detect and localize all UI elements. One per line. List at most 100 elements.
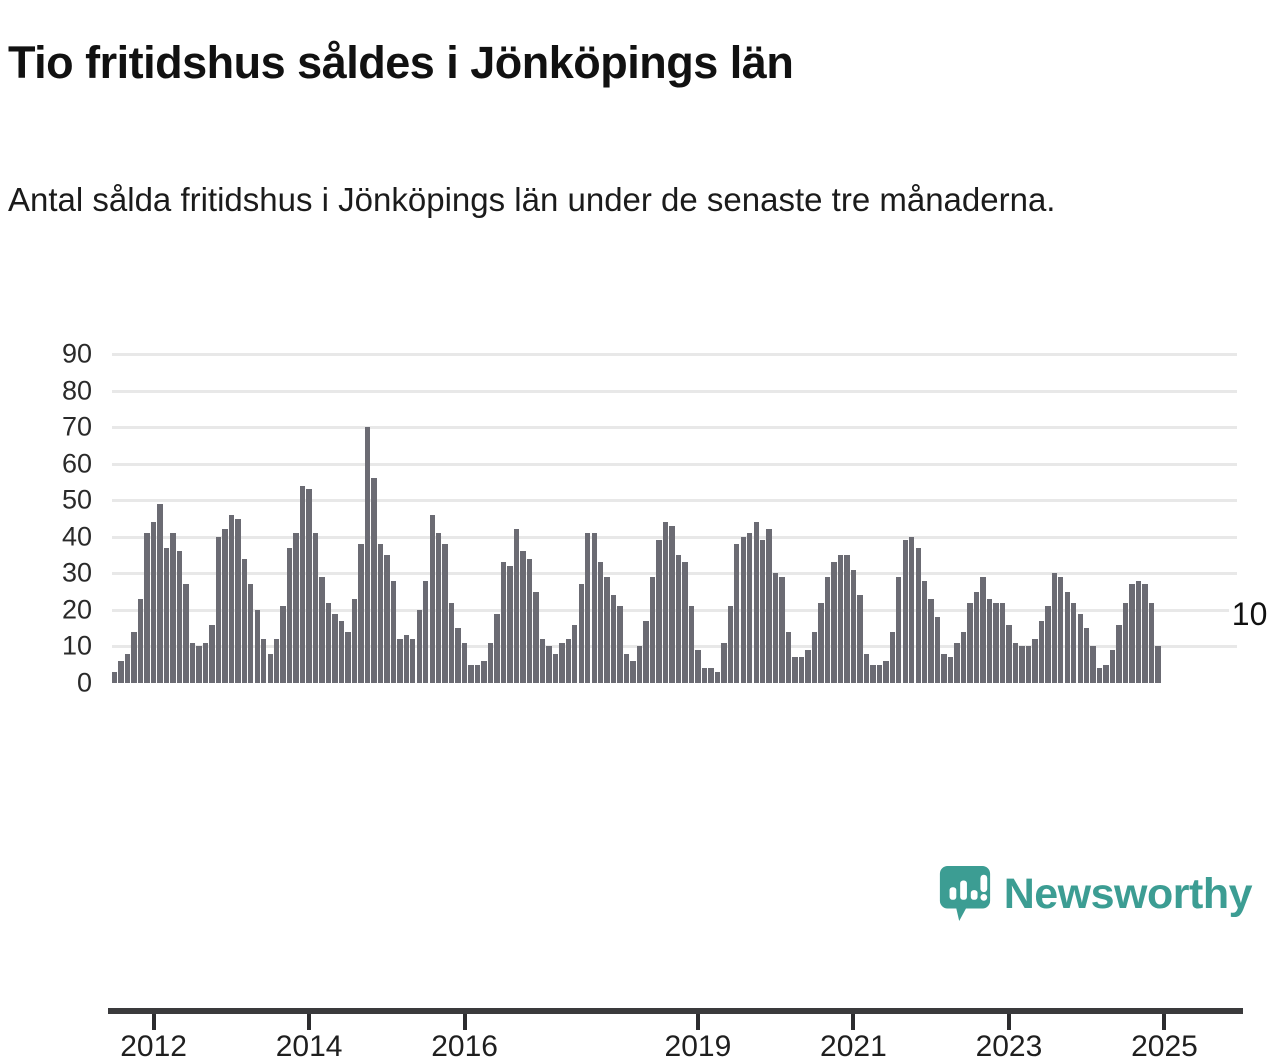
y-axis-tick-label: 80 xyxy=(61,375,92,406)
bar xyxy=(481,661,487,683)
bar xyxy=(1025,646,1032,683)
bar xyxy=(604,577,610,683)
bar xyxy=(358,544,364,683)
bar xyxy=(144,533,150,683)
bar xyxy=(325,602,332,683)
bar xyxy=(792,657,798,683)
bar-chart-speech-bubble-icon xyxy=(939,866,991,922)
bar xyxy=(714,672,721,683)
bar xyxy=(474,664,481,683)
bar xyxy=(591,533,597,683)
bar xyxy=(1129,584,1135,683)
x-axis-line xyxy=(108,1008,1243,1014)
bar xyxy=(552,653,559,683)
bar xyxy=(261,639,267,683)
chart-plot-area: 0 10 20 30 40 50 60 70 80 90 2012 2014 2016 2019 2021… xyxy=(0,330,1280,1063)
bar xyxy=(610,595,617,683)
bar xyxy=(565,639,571,683)
bar xyxy=(798,657,805,683)
bar xyxy=(896,577,902,683)
bar xyxy=(1090,646,1096,683)
bar xyxy=(513,529,520,683)
x-axis-tick-label: 2014 xyxy=(275,1030,343,1063)
newsworthy-logo: Newsworthy xyxy=(939,866,1253,922)
x-axis-tick xyxy=(151,1014,156,1030)
bar xyxy=(319,577,325,683)
bar xyxy=(1071,602,1077,683)
bar xyxy=(416,609,422,683)
bar xyxy=(559,642,565,683)
bar xyxy=(909,536,915,683)
bar xyxy=(727,606,733,683)
gridline xyxy=(112,499,1237,503)
bar xyxy=(254,609,260,683)
bar xyxy=(656,540,662,683)
gridline xyxy=(112,389,1237,393)
bar xyxy=(539,639,546,683)
bar xyxy=(585,533,591,683)
x-axis-tick-label: 2019 xyxy=(664,1030,732,1063)
bar xyxy=(1155,646,1161,683)
bar xyxy=(1116,624,1122,683)
bar xyxy=(863,653,870,683)
bar xyxy=(312,533,319,683)
bar xyxy=(1032,639,1038,683)
bar xyxy=(889,631,895,683)
bar xyxy=(675,555,682,683)
bar xyxy=(299,485,306,683)
bar xyxy=(176,551,183,683)
bar xyxy=(772,573,779,683)
bar xyxy=(986,598,993,683)
bar xyxy=(636,646,643,683)
bar xyxy=(371,478,377,683)
bar xyxy=(915,547,921,683)
bar xyxy=(902,540,908,683)
bar xyxy=(857,595,863,683)
bar xyxy=(377,544,384,683)
bar xyxy=(196,646,202,683)
bar xyxy=(131,631,137,683)
bar xyxy=(598,562,604,683)
bar xyxy=(1019,646,1025,683)
bar xyxy=(643,620,649,683)
bar xyxy=(520,551,526,683)
y-axis-tick-label: 30 xyxy=(61,557,92,588)
bar xyxy=(228,514,235,683)
gridline xyxy=(112,426,1237,430)
bar xyxy=(947,657,954,683)
bar xyxy=(112,672,118,683)
bar xyxy=(883,661,889,683)
bar xyxy=(1122,602,1129,683)
bar xyxy=(669,525,675,683)
bar xyxy=(215,536,222,683)
bar xyxy=(338,620,345,683)
bar xyxy=(623,653,630,683)
bar xyxy=(941,653,947,683)
bar xyxy=(695,650,701,683)
x-axis-tick-label: 2021 xyxy=(820,1030,887,1063)
bar xyxy=(747,533,753,683)
bar xyxy=(390,580,397,683)
y-axis-tick-label: 10 xyxy=(61,630,92,661)
bar xyxy=(850,569,857,683)
x-axis-tick xyxy=(307,1014,312,1030)
bar xyxy=(662,522,669,683)
chart-grid xyxy=(112,330,1237,690)
bar xyxy=(248,584,254,683)
bar xyxy=(124,653,131,683)
bar xyxy=(183,584,189,683)
bar xyxy=(708,668,714,683)
bar xyxy=(617,606,623,683)
bar xyxy=(967,602,973,683)
bar xyxy=(487,642,494,683)
chart-page: Tio fritidshus såldes i Jönköpings län A… xyxy=(0,37,1280,1063)
bar xyxy=(345,631,351,683)
gridline xyxy=(112,462,1237,466)
bar xyxy=(818,602,824,683)
bar xyxy=(1064,591,1070,683)
x-axis-tick xyxy=(462,1014,467,1030)
bar xyxy=(209,624,215,683)
bar xyxy=(870,664,876,683)
bar xyxy=(578,584,584,683)
bar xyxy=(805,650,811,683)
